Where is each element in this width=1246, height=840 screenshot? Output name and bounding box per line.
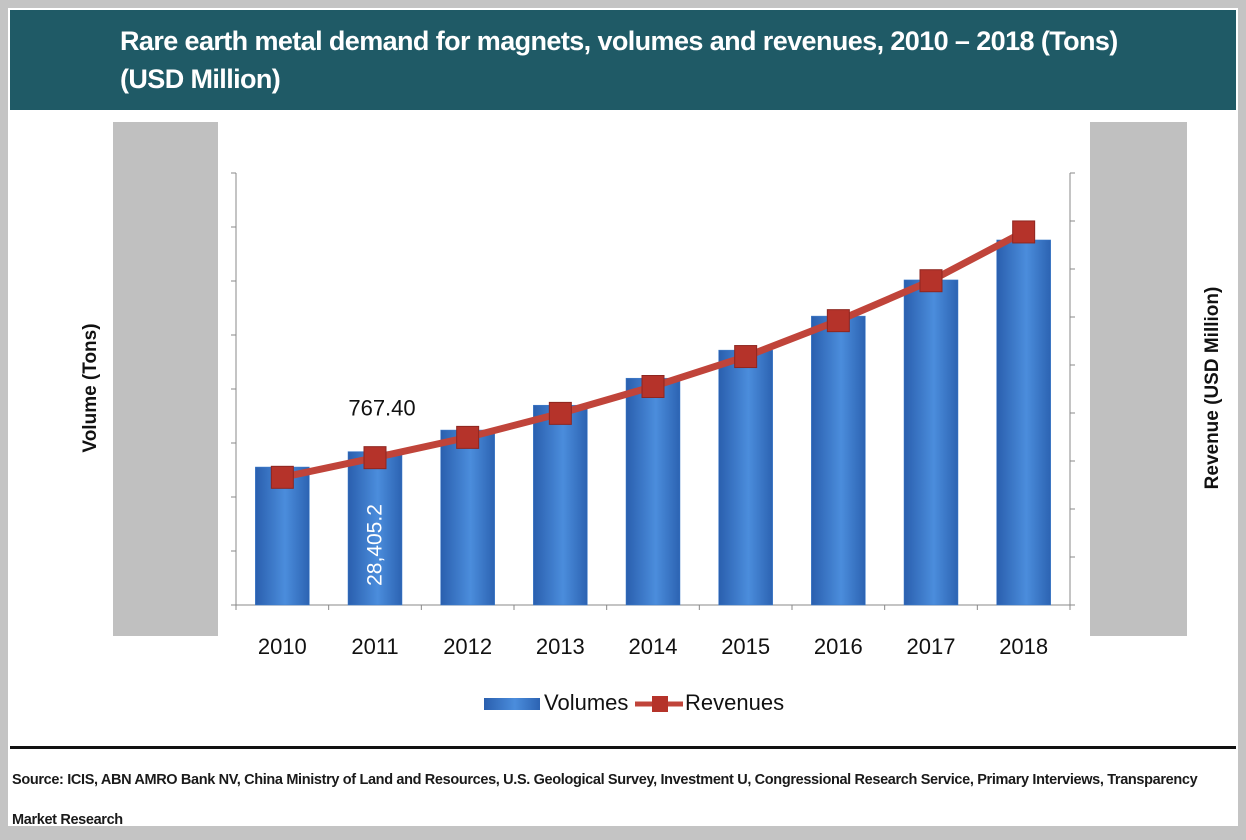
frame: Rare earth metal demand for magnets, vol…: [8, 8, 1238, 828]
legend-label: Revenues: [685, 690, 784, 715]
bar: [533, 404, 588, 606]
left-panel: [113, 122, 218, 636]
x-tick-label: 2013: [536, 634, 585, 659]
bar: [996, 239, 1051, 606]
revenue-marker: [641, 375, 665, 399]
bar: [347, 451, 403, 606]
title-banner: Rare earth metal demand for magnets, vol…: [10, 10, 1236, 110]
revenue-marker: [363, 446, 387, 470]
separator: [10, 746, 1236, 749]
x-tick-label: 2015: [721, 634, 770, 659]
bar: [903, 279, 959, 606]
x-tick-label: 2014: [629, 634, 678, 659]
bar: [718, 349, 773, 606]
y2-axis-title: Revenue (USD Million): [1202, 287, 1223, 490]
revenue-marker: [919, 269, 943, 293]
right-panel: [1090, 122, 1187, 636]
legend-marker: [652, 696, 668, 712]
x-tick-label: 2011: [351, 634, 398, 659]
bar: [625, 377, 681, 606]
x-tick-label: 2016: [814, 634, 863, 659]
x-tick-label: 2012: [443, 634, 492, 659]
revenue-marker: [826, 309, 850, 333]
chart: 2010 2011 2012 2013 2014 2015 2016 2017 2018 Volu…: [80, 122, 1223, 715]
legend-swatch: [484, 698, 540, 710]
revenue-marker: [1012, 220, 1036, 244]
source-note: Source: ICIS, ABN AMRO Bank NV, China Mi…: [12, 772, 1198, 828]
legend-label: Volumes: [544, 690, 628, 715]
x-tick-label: 2018: [999, 634, 1048, 659]
revenue-marker: [548, 401, 572, 425]
chart-title: Rare earth metal demand for magnets, vol…: [120, 26, 1118, 94]
x-tick-label: 2010: [258, 634, 307, 659]
y-axis-title: Volume (Tons): [80, 323, 101, 452]
x-tick-label: 2017: [907, 634, 956, 659]
revenue-marker: [456, 425, 480, 449]
bar-value-label: 28,405.2: [364, 504, 387, 586]
revenue-marker: [734, 345, 758, 369]
revenue-marker: [270, 465, 294, 489]
line-value-label: 767.40: [348, 395, 415, 420]
bar: [811, 315, 866, 606]
bar: [440, 429, 495, 606]
